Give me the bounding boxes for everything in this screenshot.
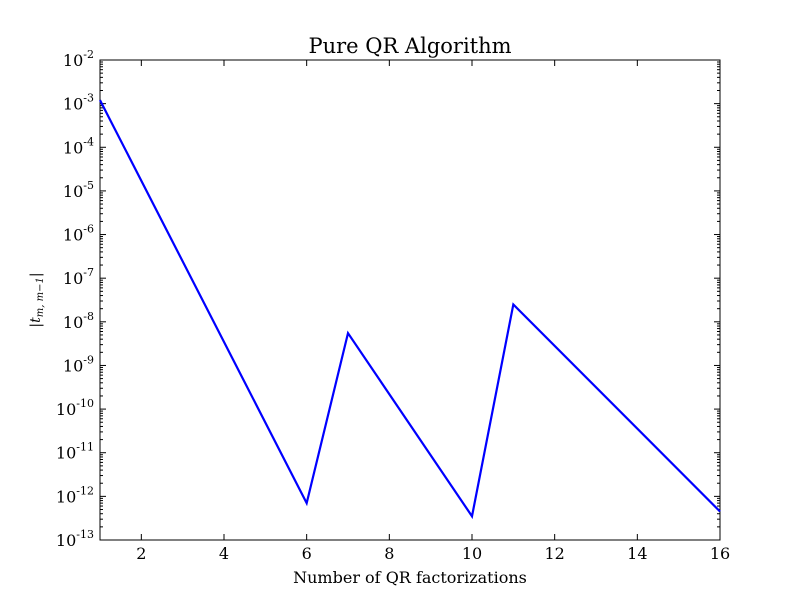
y-axis-label-sub: m, m−1: [35, 277, 46, 317]
y-tick-label-base: 10: [63, 226, 83, 245]
y-tick-label-base: 10: [56, 444, 76, 463]
y-tick-label: 10-2: [63, 48, 94, 70]
y-tick-label-base: 10: [63, 356, 83, 375]
y-tick-label: 10-6: [63, 223, 94, 245]
y-tick-label-base: 10: [63, 138, 83, 157]
y-axis-label: |tm, m−1|: [28, 272, 46, 327]
plot-area: 2 4 6 8 10 12 14 1610-1310-1210-1110-1010-910-8…: [56, 48, 730, 563]
y-tick-label-exponent: -5: [83, 179, 94, 192]
plot-frame: [99, 59, 721, 541]
y-tick-label-base: 10: [63, 182, 83, 201]
x-tick-label: 6: [302, 544, 312, 563]
y-axis-label-close: |: [28, 272, 44, 277]
chart-title: Pure QR Algorithm: [308, 34, 511, 58]
x-tick-label: 14: [627, 544, 647, 563]
y-tick-label-base: 10: [56, 531, 76, 550]
y-tick-label-base: 10: [63, 95, 83, 114]
y-tick-label-exponent: -7: [83, 266, 94, 279]
y-tick-label: 10-12: [56, 484, 94, 506]
y-tick-label: 10-3: [63, 92, 94, 114]
y-tick-label-exponent: -6: [83, 223, 94, 236]
y-tick-label-exponent: -9: [83, 353, 94, 366]
y-axis-label-text: |tm, m−1|: [28, 272, 46, 327]
y-tick-label-exponent: -2: [83, 48, 94, 61]
y-tick-label: 10-8: [63, 310, 94, 332]
y-tick-label-exponent: -4: [83, 135, 94, 148]
x-tick-label: 16: [710, 544, 730, 563]
y-tick-label-base: 10: [63, 269, 83, 288]
x-axis-label: Number of QR factorizations: [293, 568, 527, 587]
y-tick-label-exponent: -10: [76, 397, 94, 410]
y-tick-label: 10-4: [63, 135, 94, 157]
y-tick-label: 10-7: [63, 266, 94, 288]
x-tick-label: 10: [462, 544, 482, 563]
y-tick-label-exponent: -11: [76, 441, 94, 454]
y-tick-label: 10-5: [63, 179, 94, 201]
x-tick-label: 2: [136, 544, 146, 563]
y-axis-label-main: |t: [28, 317, 44, 328]
y-tick-label: 10-11: [56, 441, 94, 463]
y-tick-label-base: 10: [56, 400, 76, 419]
series-line: [99, 99, 721, 520]
y-tick-label-base: 10: [63, 313, 83, 332]
y-tick-label-exponent: -3: [83, 92, 94, 105]
y-tick-label-base: 10: [63, 51, 83, 70]
x-tick-label: 12: [544, 544, 564, 563]
y-tick-label: 10-9: [63, 353, 94, 375]
y-tick-label-exponent: -12: [76, 484, 94, 497]
x-tick-label: 4: [219, 544, 229, 563]
y-tick-label-base: 10: [56, 487, 76, 506]
y-tick-label: 10-13: [56, 528, 94, 550]
y-tick-label: 10-10: [56, 397, 94, 419]
y-tick-label-exponent: -13: [76, 528, 94, 541]
y-tick-label-exponent: -8: [83, 310, 94, 323]
x-tick-label: 8: [384, 544, 394, 563]
